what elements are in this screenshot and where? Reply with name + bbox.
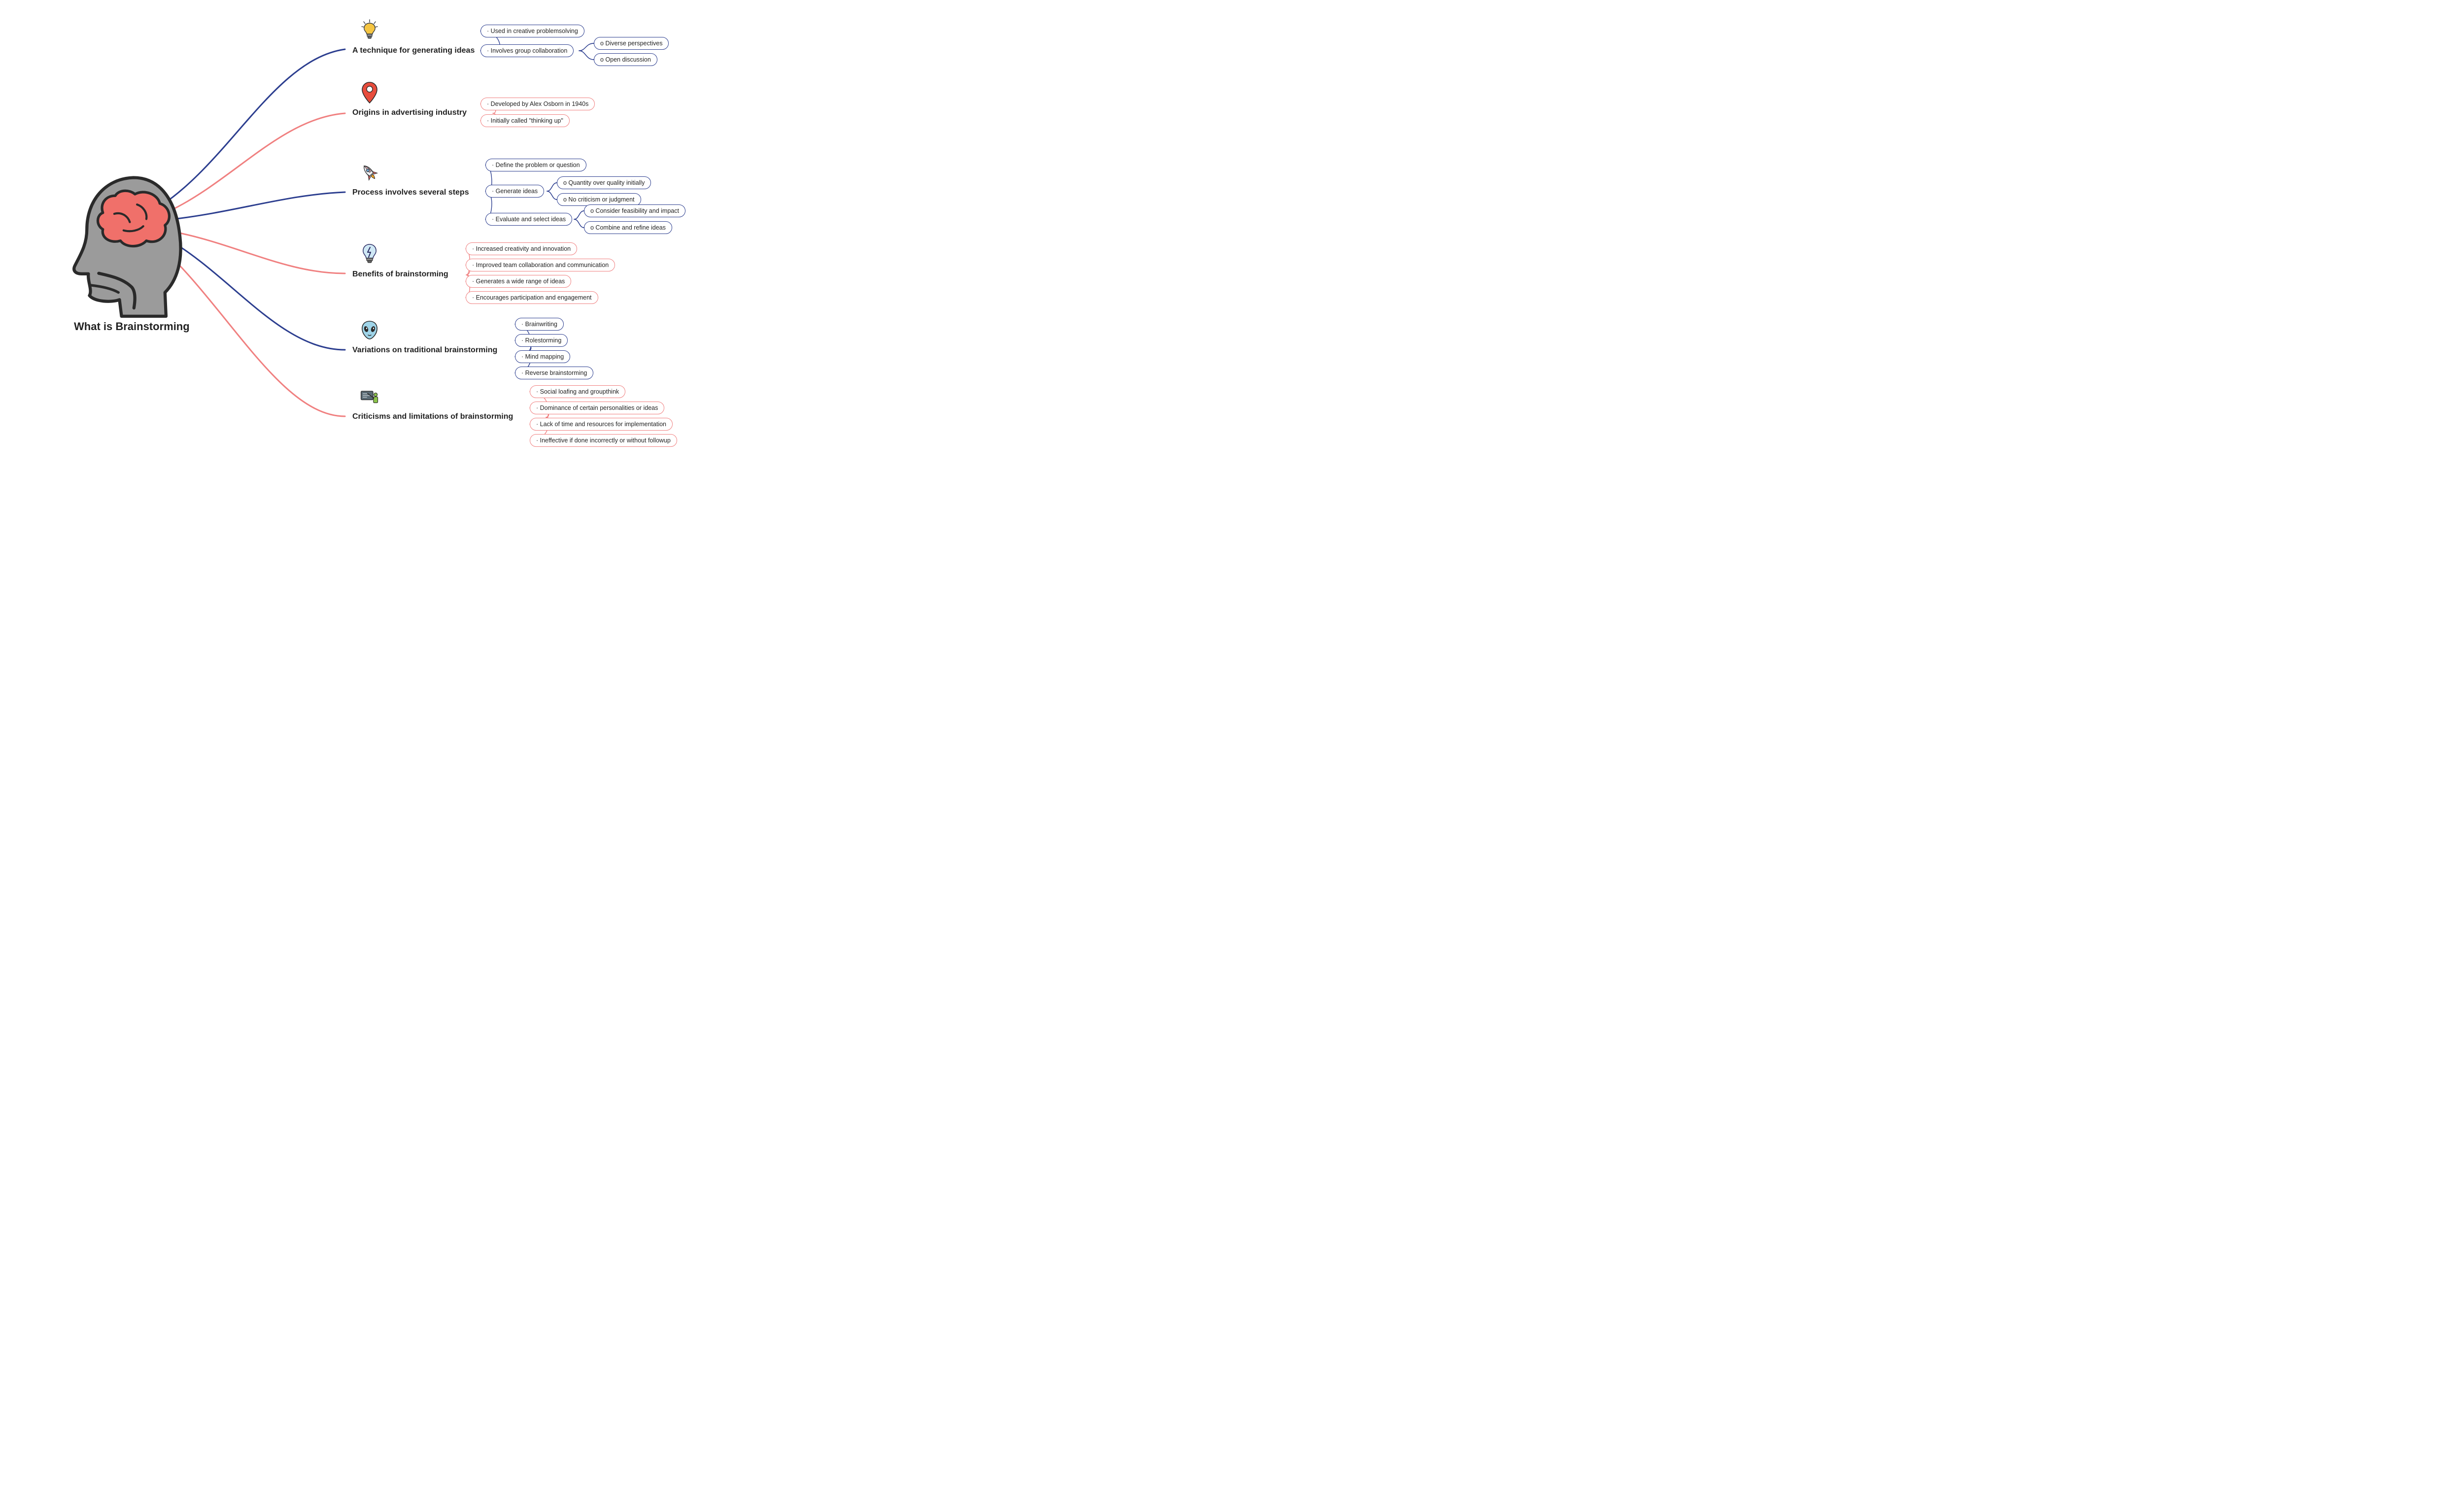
- pin-icon: [360, 83, 379, 102]
- mindmap-node: · Define the problem or question: [485, 159, 586, 171]
- lightbulb-icon: [360, 20, 379, 39]
- mindmap-node: · Reverse brainstorming: [515, 367, 593, 379]
- mindmap-node: o Open discussion: [594, 53, 657, 66]
- mindmap-node: · Generate ideas: [485, 185, 544, 198]
- branch-title-variations: Variations on traditional brainstorming: [352, 346, 497, 355]
- mindmap-node: · Lack of time and resources for impleme…: [530, 418, 673, 431]
- branch-title-origins: Origins in advertising industry: [352, 108, 467, 117]
- branch-title-benefits: Benefits of brainstorming: [352, 270, 448, 279]
- mindmap-node: · Dominance of certain personalities or …: [530, 402, 664, 414]
- mindmap-node: o Consider feasibility and impact: [584, 204, 685, 217]
- bolt-bulb-icon: [360, 244, 379, 264]
- mindmap-node: · Brainwriting: [515, 318, 564, 331]
- mindmap-node: · Increased creativity and innovation: [466, 242, 577, 255]
- branch-title-criticisms: Criticisms and limitations of brainstorm…: [352, 412, 513, 421]
- root-title: What is Brainstorming: [74, 320, 190, 333]
- branch-title-technique: A technique for generating ideas: [352, 46, 475, 55]
- board-icon: [360, 388, 379, 408]
- mindmap-node: · Rolestorming: [515, 334, 568, 347]
- mindmap-node: · Mind mapping: [515, 350, 570, 363]
- mindmap-node: · Involves group collaboration: [480, 44, 574, 57]
- mindmap-node: · Ineffective if done incorrectly or wit…: [530, 434, 677, 447]
- mindmap-node: · Social loafing and groupthink: [530, 385, 625, 398]
- head-brain-icon: [74, 178, 180, 316]
- branch-title-process: Process involves several steps: [352, 188, 469, 197]
- alien-icon: [360, 320, 379, 340]
- mindmap-node: o Combine and refine ideas: [584, 221, 672, 234]
- mindmap-node: · Encourages participation and engagemen…: [466, 291, 598, 304]
- mindmap-node: · Evaluate and select ideas: [485, 213, 572, 226]
- mindmap-node: · Developed by Alex Osborn in 1940s: [480, 98, 595, 110]
- rocket-icon: [360, 163, 379, 182]
- mindmap-node: o Quantity over quality initially: [557, 176, 651, 189]
- mindmap-node: · Generates a wide range of ideas: [466, 275, 571, 288]
- mindmap-node: · Used in creative problemsolving: [480, 25, 584, 37]
- mindmap-node: o Diverse perspectives: [594, 37, 669, 50]
- mindmap-node: · Initially called "thinking up": [480, 114, 570, 127]
- mindmap-node: · Improved team collaboration and commun…: [466, 259, 615, 271]
